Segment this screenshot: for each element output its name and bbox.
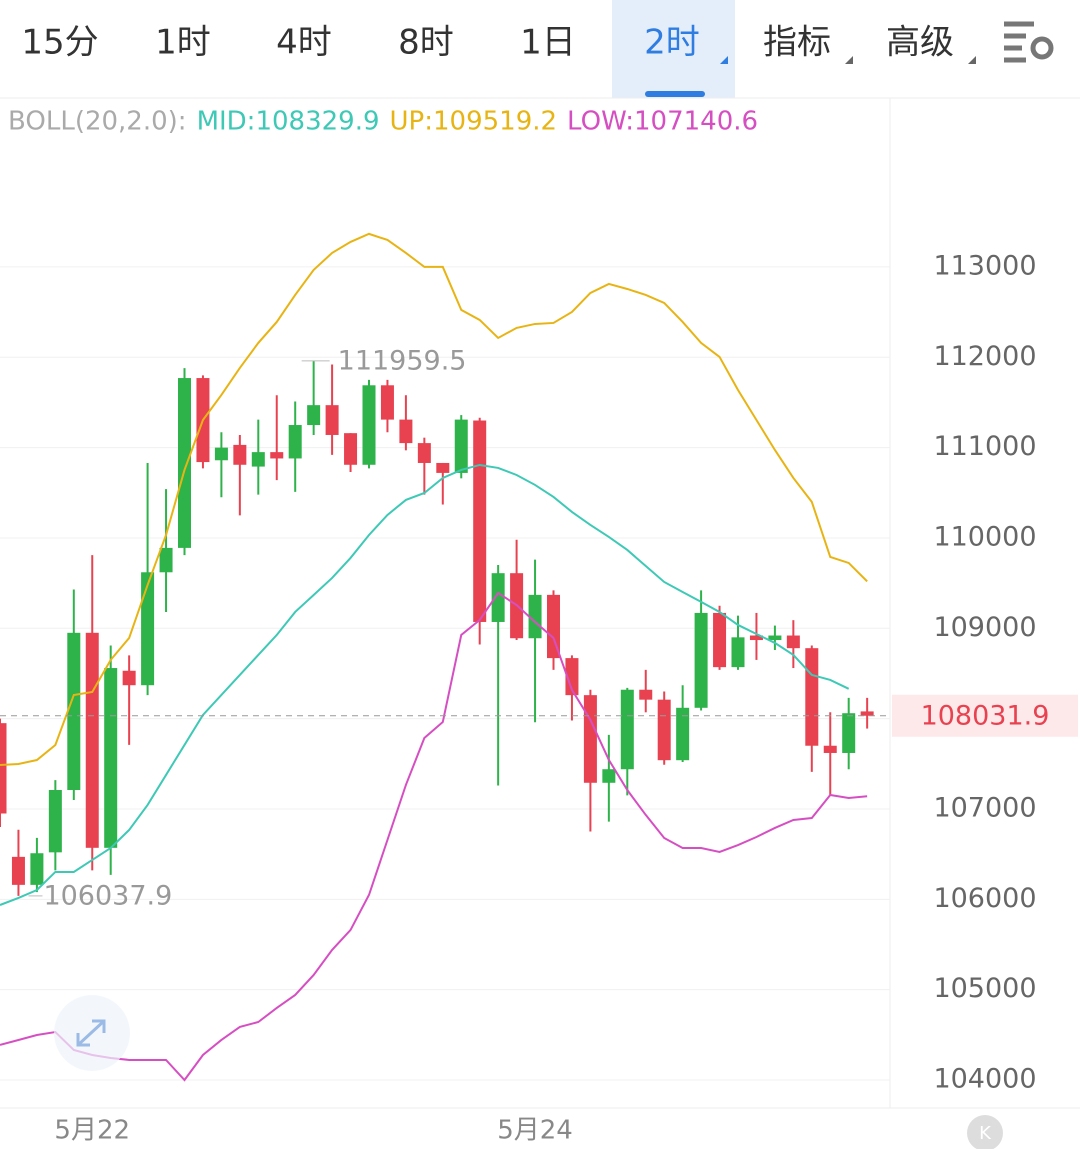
candle-body — [676, 707, 690, 761]
candle-body — [344, 433, 358, 465]
candle-body — [436, 462, 450, 473]
tab-menu-arrow — [720, 56, 728, 64]
settings-icon[interactable] — [1004, 21, 1054, 63]
reset-button[interactable] — [967, 1115, 1003, 1149]
candle-body — [251, 452, 265, 467]
candle-body — [473, 420, 487, 622]
candle-body — [454, 419, 468, 473]
legend-value: 108329.9 — [255, 107, 379, 137]
candle-body — [0, 723, 7, 814]
candle-body — [159, 547, 173, 573]
candle-body — [48, 790, 62, 853]
candle-body — [11, 856, 25, 885]
candle-body — [122, 670, 136, 686]
y-tick-label: 113000 — [933, 250, 1036, 281]
tab-menu-arrow — [968, 56, 976, 64]
reset-icon: K — [979, 1123, 992, 1144]
tab[interactable]: 15分 — [21, 23, 98, 63]
indicator-name: BOLL(20,2.0): — [8, 107, 187, 137]
tab[interactable]: 4时 — [276, 23, 332, 63]
y-tick-label: 104000 — [933, 1063, 1036, 1094]
tab[interactable]: 指标 — [763, 23, 831, 63]
boll-line — [0, 591, 868, 1082]
candle-body — [565, 658, 579, 696]
expand-icon — [76, 1019, 106, 1047]
min-label: 106037.9 — [43, 880, 172, 911]
y-tick-label: 105000 — [933, 973, 1036, 1004]
candle-body — [85, 632, 99, 848]
last-price-bg — [892, 694, 1078, 737]
candle-body — [307, 405, 321, 426]
candle-body — [805, 648, 819, 746]
candle-body — [104, 668, 118, 848]
candle-body — [325, 405, 339, 435]
candle-body — [786, 635, 800, 649]
legend-label: MID: — [197, 107, 256, 137]
candle-body — [731, 637, 745, 668]
candle-body — [380, 385, 394, 420]
candle-body — [30, 853, 44, 885]
candle-body — [270, 452, 284, 459]
candle-body — [288, 425, 302, 459]
candle-body — [602, 769, 616, 783]
y-tick-label: 109000 — [933, 612, 1036, 643]
legend-value: 109519.2 — [433, 107, 557, 137]
candle-body — [823, 745, 837, 753]
tab-menu-arrow — [845, 56, 853, 64]
candle-body — [657, 699, 671, 761]
candle-body — [547, 594, 560, 659]
y-tick-label: 110000 — [933, 521, 1036, 552]
y-tick-label: 106000 — [933, 883, 1036, 914]
tab[interactable]: 1日 — [520, 23, 576, 63]
boll-line — [0, 232, 868, 766]
y-tick-label: 112000 — [933, 341, 1036, 372]
candle-body — [842, 713, 856, 753]
candle-body — [67, 632, 81, 791]
legend-label: LOW: — [567, 107, 634, 137]
candle-body — [141, 572, 155, 686]
tab[interactable]: 2时 — [644, 23, 700, 63]
tab[interactable]: 1时 — [155, 23, 211, 63]
active-tab-bg — [612, 0, 735, 98]
candle-body — [768, 635, 782, 641]
candle-body — [178, 378, 191, 548]
candle-body — [362, 385, 376, 465]
candle-body — [713, 612, 727, 668]
legend-value: 107140.6 — [634, 107, 758, 137]
candle-body — [399, 419, 413, 444]
candle-body — [639, 689, 653, 700]
candle-body — [214, 447, 228, 461]
candle-body — [620, 689, 634, 770]
tab[interactable]: 高级 — [886, 23, 954, 63]
legend-label: UP: — [390, 107, 433, 137]
x-tick-label: 5月22 — [54, 1116, 130, 1146]
x-tick-label: 5月24 — [497, 1116, 573, 1146]
candle-body — [694, 612, 708, 708]
candle-body — [749, 635, 763, 641]
active-tab-underline — [645, 91, 705, 97]
last-price-label: 108031.9 — [921, 700, 1050, 731]
y-tick-label: 111000 — [933, 431, 1036, 462]
candle-body — [417, 443, 431, 463]
candle-body — [233, 444, 247, 465]
max-label: 111959.5 — [338, 345, 467, 376]
y-tick-label: 107000 — [933, 792, 1036, 823]
boll-line — [0, 463, 850, 906]
candle-body — [491, 573, 505, 622]
candle-body — [583, 695, 597, 783]
candle-body — [528, 594, 542, 639]
tab[interactable]: 8时 — [398, 23, 454, 63]
candle-body — [860, 711, 874, 716]
